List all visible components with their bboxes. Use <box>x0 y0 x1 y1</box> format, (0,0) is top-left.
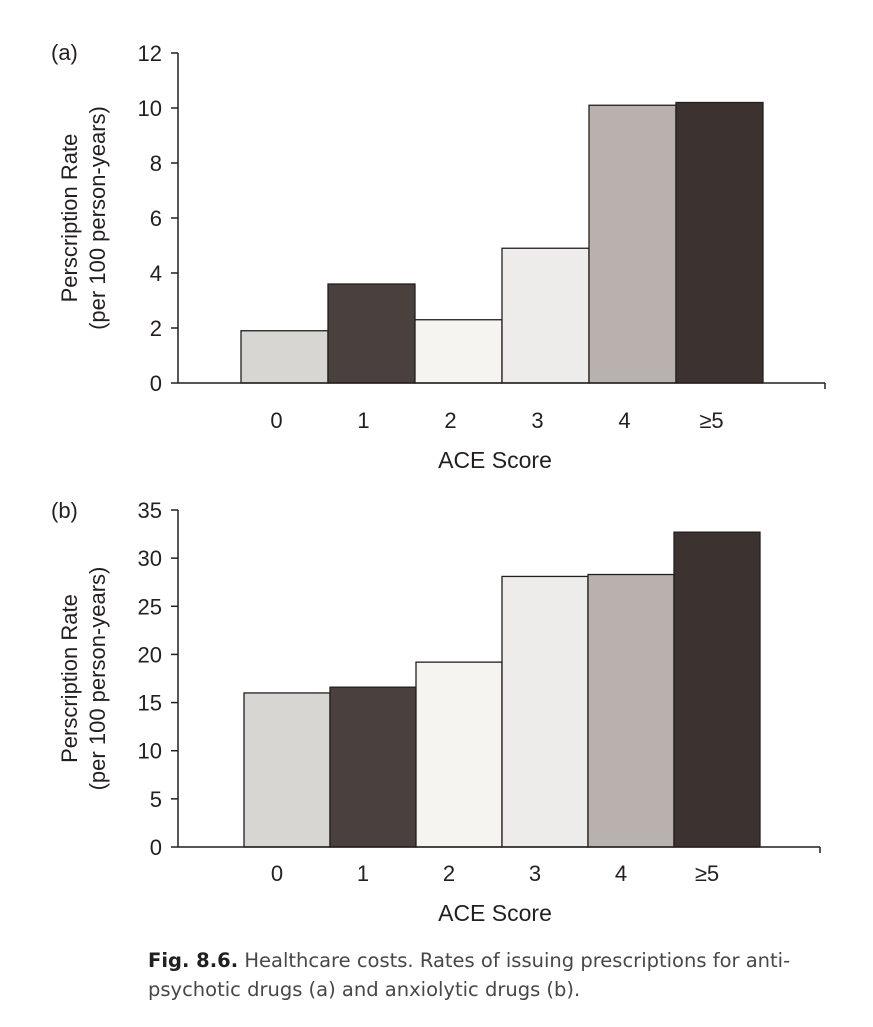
chart-b-y-tick-label-4: 20 <box>138 642 162 667</box>
chart-b-bar-5 <box>673 531 761 848</box>
chart-b-bar-1 <box>329 686 417 848</box>
chart-b-x-tick-label-2: 2 <box>443 861 455 886</box>
figure-caption: Fig. 8.6. Healthcare costs. Rates of iss… <box>148 946 848 1004</box>
chart-a-y-axis-label-line-1: Perscription Rate <box>57 134 82 303</box>
chart-a-x-tick-label-1: 1 <box>357 408 369 433</box>
chart-a-bar-3 <box>501 247 590 384</box>
chart-b-bar-3 <box>501 575 589 848</box>
chart-b-x-tick-label-3: 3 <box>529 861 541 886</box>
chart-b-y-tick-label-6: 30 <box>138 546 162 571</box>
chart-b-y-tick-label-1: 5 <box>150 787 162 812</box>
chart-a-bar-2 <box>414 319 503 384</box>
chart-a-y-tick-label-2: 4 <box>150 261 162 286</box>
chart-a-x-tick-label-4: 4 <box>618 408 630 433</box>
chart-a-y-tick-label-4: 8 <box>150 151 162 176</box>
caption-line-1: Healthcare costs. Rates of issuing presc… <box>244 949 791 972</box>
chart-b-y-tick-label-2: 10 <box>138 739 162 764</box>
chart-b-bar-0 <box>243 692 331 848</box>
chart-a-bar-4 <box>588 104 677 384</box>
chart-b-bar-4 <box>587 573 675 848</box>
chart-a-y-tick-label-0: 0 <box>150 371 162 396</box>
chart-b-x-tick-label-1: 1 <box>357 861 369 886</box>
chart-a-y-tick-label-5: 10 <box>138 96 162 121</box>
chart-b-bar-2 <box>415 661 503 848</box>
chart-b-y-tick-label-5: 25 <box>138 594 162 619</box>
chart-a-y-tick-label-3: 6 <box>150 206 162 231</box>
chart-a-panel-label: (a) <box>51 40 78 65</box>
chart-a-bar-5 <box>675 101 764 384</box>
chart-a-x-tick-label-2: 2 <box>444 408 456 433</box>
chart-b-x-axis-label: ACE Score <box>438 900 552 926</box>
chart-b-x-tick-label-5: ≥5 <box>695 861 719 886</box>
chart-b-y-axis-label-line-1: Perscription Rate <box>57 594 82 763</box>
chart-a-bar-1 <box>327 283 416 384</box>
chart-b-panel-label: (b) <box>51 498 78 523</box>
chart-a-y-tick-label-6: 12 <box>138 41 162 66</box>
chart-a-x-tick-label-0: 0 <box>270 408 282 433</box>
chart-b-y-axis-label-line-2: (per 100 person-years) <box>85 567 110 791</box>
chart-b-y-tick-label-3: 15 <box>138 691 162 716</box>
chart-b-y-tick-label-0: 0 <box>150 835 162 860</box>
chart-b-x-tick-label-4: 4 <box>615 861 627 886</box>
chart-a-x-tick-label-3: 3 <box>531 408 543 433</box>
chart-b-y-tick-label-7: 35 <box>138 498 162 523</box>
chart-a-y-axis-label-line-2: (per 100 person-years) <box>85 106 110 330</box>
chart-a-y-tick-label-1: 2 <box>150 316 162 341</box>
chart-a-bar-0 <box>240 330 329 384</box>
chart-b: 0 5 10 15 20 25 30 35 0 1 2 3 4 ≥5 ACE Score Perscripti… <box>51 498 821 926</box>
caption-line-2: psychotic drugs (a) and anxiolytic drugs… <box>148 978 581 1001</box>
chart-a-x-tick-label-5: ≥5 <box>699 408 723 433</box>
chart-b-x-tick-label-0: 0 <box>271 861 283 886</box>
chart-a-x-axis-label: ACE Score <box>438 447 552 473</box>
caption-label: Fig. 8.6. <box>148 949 239 972</box>
